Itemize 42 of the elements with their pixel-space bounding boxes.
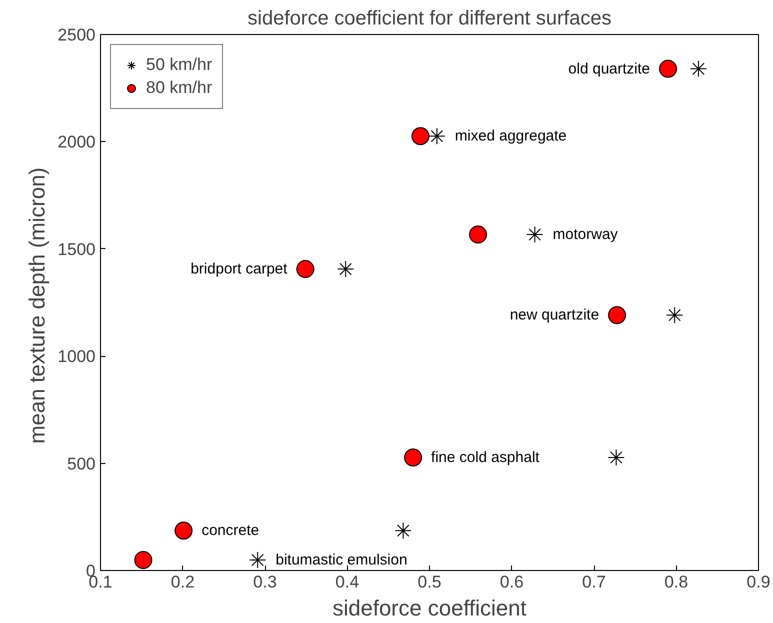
point — [296, 260, 314, 278]
chart-title: sideforce coefficient for different surfaces — [248, 8, 612, 30]
point — [659, 60, 678, 78]
point — [469, 226, 488, 244]
annotation: bridport carpet — [190, 260, 288, 278]
x-tick-label: 0.6 — [500, 572, 524, 592]
x-tick-label: 0.4 — [335, 572, 360, 592]
x-tick-label: 0.3 — [253, 572, 277, 592]
annotation: motorway — [552, 226, 618, 244]
annotation: old quartzite — [568, 60, 650, 78]
x-tick-label: 0.7 — [582, 572, 606, 592]
point — [394, 522, 412, 540]
point — [174, 522, 193, 540]
y-tick-label: 500 — [67, 454, 96, 474]
x-tick-label: 0.2 — [170, 572, 195, 592]
legend-label: 80 km/hr — [146, 78, 212, 98]
annotation: new quartzite — [510, 306, 600, 324]
x-tick-label: 0.5 — [418, 572, 442, 592]
point — [249, 551, 266, 568]
x-tick-label: 0.8 — [664, 572, 688, 592]
y-tick-label: 2000 — [58, 132, 96, 152]
annotation: fine cold asphalt — [431, 449, 540, 466]
legend-label: 50 km/hr — [146, 55, 212, 75]
point — [337, 260, 354, 278]
point — [608, 306, 626, 324]
point — [526, 226, 544, 244]
y-tick-label: 1000 — [58, 347, 96, 366]
annotation: concrete — [202, 522, 260, 540]
point — [608, 449, 625, 466]
annotation: mixed aggregate — [454, 128, 567, 145]
point — [690, 60, 707, 78]
point — [404, 448, 422, 466]
y-tick-label: 1500 — [58, 240, 96, 259]
y-axis-title: mean texture depth (micron) — [24, 167, 50, 444]
y-tick-label: 2500 — [58, 26, 96, 44]
x-tick-label: 0.9 — [746, 572, 770, 592]
point — [134, 551, 152, 569]
annotation: bitumastic emulsion — [276, 551, 408, 568]
point — [411, 127, 430, 146]
point — [428, 128, 446, 145]
point — [666, 306, 684, 324]
x-axis-title: sideforce coefficient — [332, 596, 527, 620]
